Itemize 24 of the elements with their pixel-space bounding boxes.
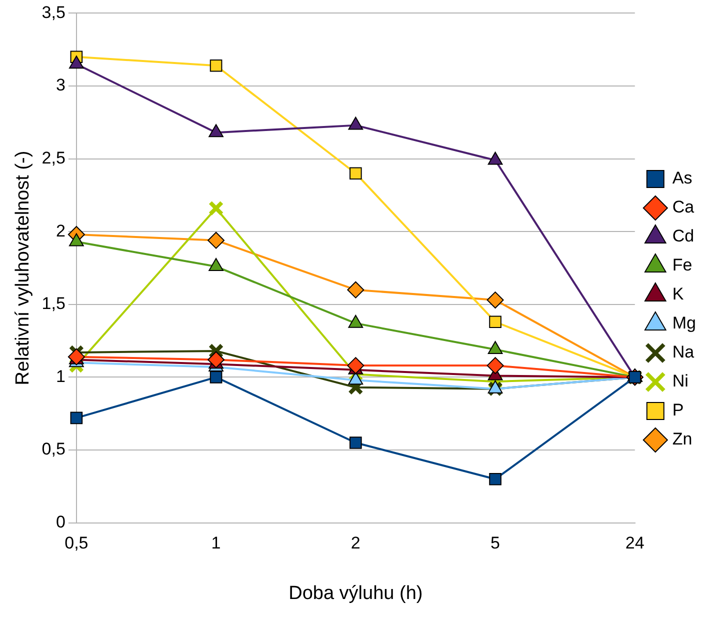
- legend-label: Na: [672, 342, 695, 362]
- y-tick-label: 3,5: [42, 2, 66, 22]
- legend-label: K: [672, 284, 684, 304]
- legend-label: Ni: [672, 372, 688, 391]
- y-tick-label: 2: [56, 221, 66, 240]
- legend-label: Zn: [672, 430, 692, 449]
- legend-label: Mg: [672, 314, 696, 333]
- x-tick-label: 5: [490, 534, 500, 553]
- y-tick-label: 1: [56, 366, 66, 386]
- legend-label: Fe: [672, 256, 692, 275]
- x-tick-label: 2: [350, 534, 360, 553]
- y-tick-label: 0,5: [42, 440, 66, 459]
- legend-label: As: [672, 168, 692, 188]
- legend-label: Cd: [672, 226, 694, 246]
- y-tick-label: 3: [56, 76, 66, 95]
- x-tick-label: 24: [625, 534, 644, 553]
- x-axis-title: Doba výluhu (h): [288, 582, 423, 604]
- y-tick-label: 0: [56, 512, 66, 532]
- y-tick-label: 1,5: [42, 294, 66, 314]
- legend-label: P: [672, 400, 684, 420]
- legend-label: Ca: [672, 198, 695, 217]
- y-tick-label: 2,5: [42, 148, 66, 168]
- x-tick-label: 1: [211, 534, 221, 553]
- y-axis-title: Relativní vyluhovatelnost (-): [12, 150, 34, 386]
